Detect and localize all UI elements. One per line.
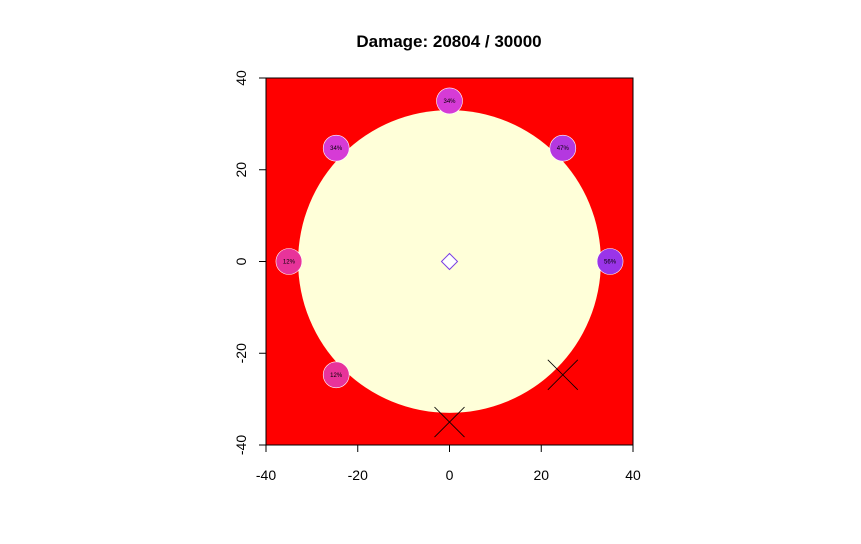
data-point [322, 361, 350, 389]
x-tick-label: -20 [348, 467, 368, 483]
destroyed-marker-stroke [547, 359, 579, 391]
y-axis: -40 -20 0 20 40 [233, 70, 267, 455]
center-diamond-marker [440, 252, 459, 271]
y-tick-label: -40 [233, 435, 249, 455]
plot-area: 34% 34% 47% 12% 56% 12% [265, 77, 634, 446]
data-point-label: 56% [604, 260, 617, 266]
data-point-label: 34% [330, 146, 343, 152]
x-axis: -40 -20 0 20 40 [256, 444, 641, 483]
y-tick-label: 40 [233, 70, 249, 86]
y-tick-label: -20 [233, 343, 249, 363]
chart-title: Damage: 20804 / 30000 [356, 32, 541, 51]
data-point [275, 248, 303, 275]
x-tick-label: 0 [446, 467, 454, 483]
x-tick-label: 40 [625, 467, 641, 483]
data-point-label: 12% [330, 373, 343, 379]
data-point-label: 34% [443, 99, 456, 105]
x-tick-label: 20 [533, 467, 549, 483]
y-tick-label: 20 [233, 162, 249, 178]
data-point-label: 12% [283, 260, 296, 266]
destroyed-marker [434, 406, 465, 438]
data-point [549, 134, 577, 162]
y-tick-label: 0 [233, 257, 249, 265]
data-point [322, 134, 350, 162]
data-point-label: 47% [557, 146, 570, 152]
x-tick-label: -40 [256, 467, 276, 483]
data-point [596, 248, 624, 275]
data-point [436, 87, 463, 115]
destroyed-marker-stroke [434, 406, 465, 438]
destroyed-marker [547, 359, 579, 391]
